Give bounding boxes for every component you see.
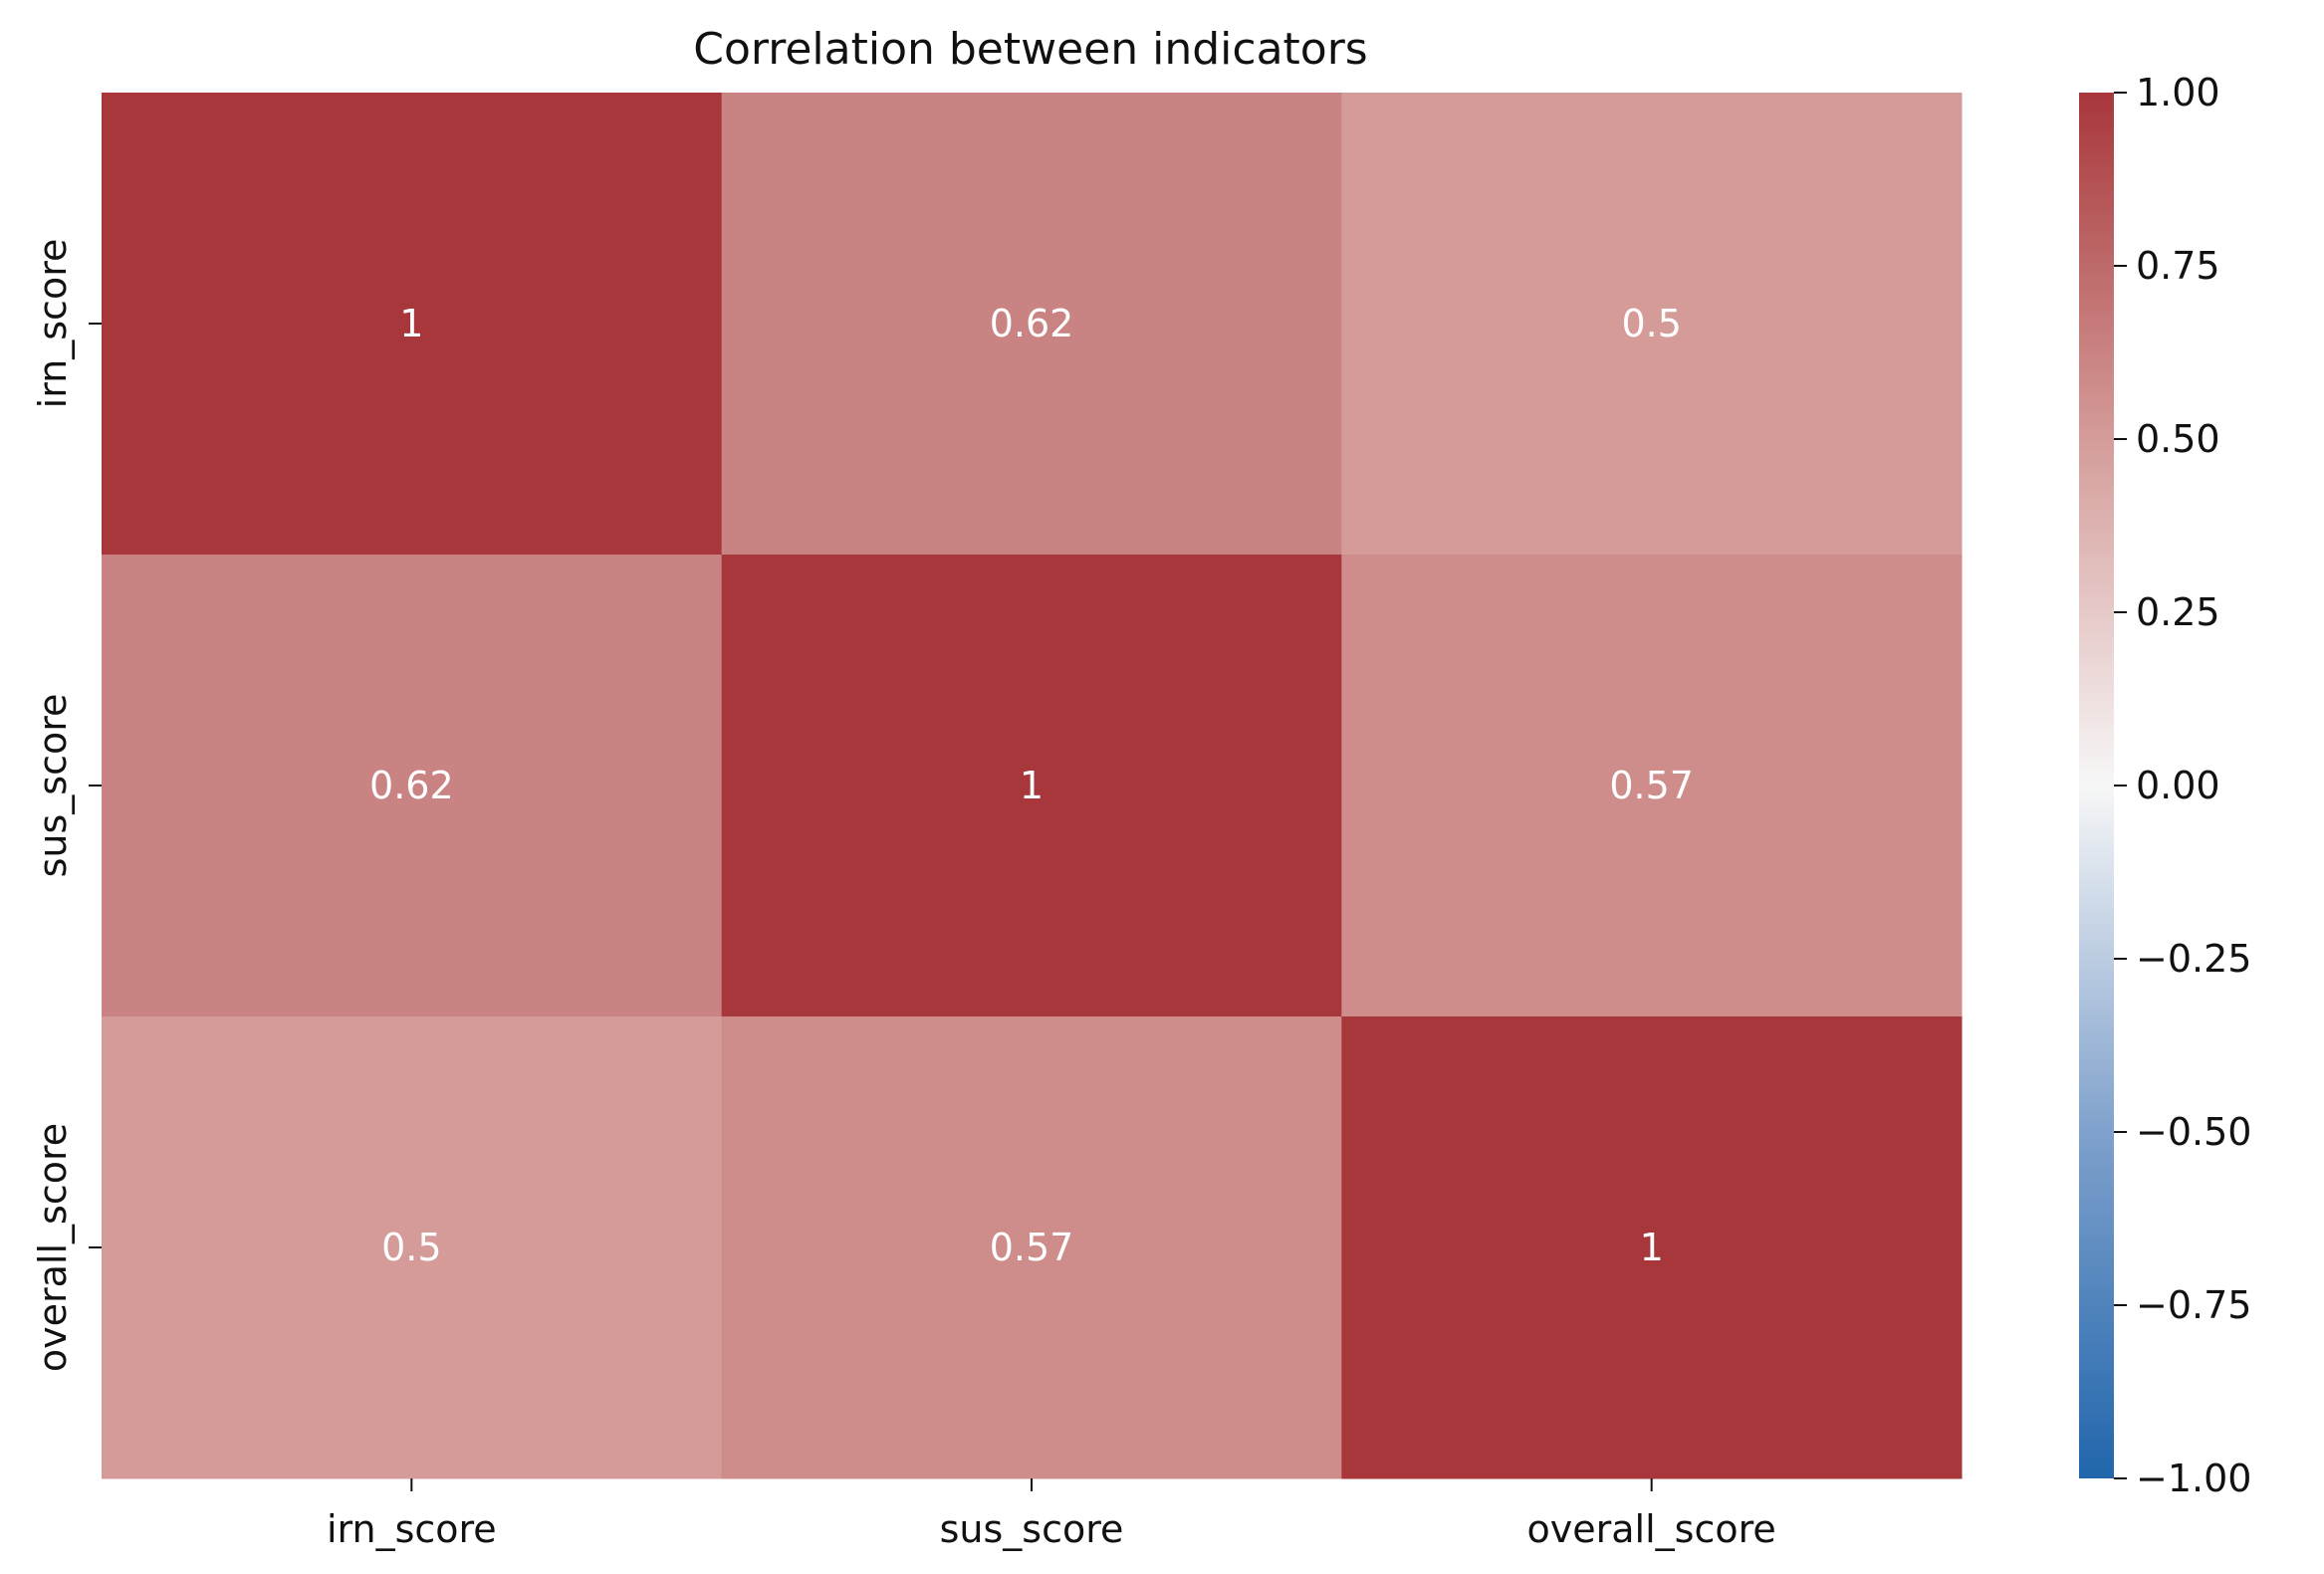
cell-annotation: 0.57 bbox=[990, 1226, 1074, 1269]
cell-annotation: 1 bbox=[1020, 764, 1044, 807]
colorbar-tick-label: 0.00 bbox=[2136, 764, 2220, 807]
colorbar-tick-label: 0.50 bbox=[2136, 417, 2220, 461]
y-tick-label: sus_score bbox=[31, 694, 75, 878]
cell-annotation: 0.62 bbox=[990, 302, 1074, 345]
colorbar-tick-label: −1.00 bbox=[2136, 1457, 2251, 1500]
y-tick-label: irn_score bbox=[31, 239, 75, 409]
chart-title: Correlation between indicators bbox=[693, 24, 1367, 75]
colorbar: 1.00 0.75 0.50 0.25 0.00 −0.25 −0.50 −0.75 −1.00 bbox=[2079, 71, 2251, 1500]
heatmap-cell-overall_score-sus_score bbox=[721, 1016, 1342, 1479]
colorbar-tick-label: 0.75 bbox=[2136, 244, 2220, 288]
colorbar-tick-label: −0.50 bbox=[2136, 1110, 2251, 1154]
heatmap-annotations: 1 0.62 0.5 0.62 1 0.57 0.5 0.57 1 bbox=[369, 302, 1694, 1269]
colorbar-tick-label: 0.25 bbox=[2136, 590, 2220, 634]
cell-annotation: 0.5 bbox=[381, 1226, 441, 1269]
cell-annotation: 1 bbox=[399, 302, 423, 345]
colorbar-tick-label: −0.75 bbox=[2136, 1283, 2251, 1327]
heatmap-cell-irn_score-sus_score bbox=[721, 93, 1342, 556]
cell-annotation: 1 bbox=[1640, 1226, 1664, 1269]
x-axis: irn_score sus_score overall_score bbox=[327, 1478, 1776, 1551]
x-tick-label: irn_score bbox=[327, 1507, 497, 1551]
colorbar-tick-label: −0.25 bbox=[2136, 937, 2251, 981]
colorbar-tick-label: 1.00 bbox=[2136, 71, 2220, 114]
heatmap-cell-irn_score-irn_score bbox=[102, 93, 723, 556]
heatmap-cell-sus_score-sus_score bbox=[721, 555, 1342, 1017]
heatmap-cell-overall_score-irn_score bbox=[102, 1016, 723, 1479]
heatmap-cell-irn_score-overall_score bbox=[1341, 93, 1963, 556]
heatmap-cell-overall_score-overall_score bbox=[1341, 1016, 1963, 1479]
cell-annotation: 0.57 bbox=[1609, 764, 1694, 807]
x-tick-label: overall_score bbox=[1527, 1507, 1776, 1551]
colorbar-gradient bbox=[2079, 93, 2114, 1478]
y-axis: irn_score sus_score overall_score bbox=[31, 239, 102, 1372]
heatmap-cell-sus_score-irn_score bbox=[102, 555, 723, 1017]
heatmap-cell-sus_score-overall_score bbox=[1341, 555, 1963, 1017]
x-tick-label: sus_score bbox=[940, 1507, 1124, 1551]
cell-annotation: 0.62 bbox=[369, 764, 454, 807]
cell-annotation: 0.5 bbox=[1621, 302, 1681, 345]
heatmap-cells bbox=[102, 93, 1963, 1479]
y-tick-label: overall_score bbox=[31, 1123, 75, 1372]
